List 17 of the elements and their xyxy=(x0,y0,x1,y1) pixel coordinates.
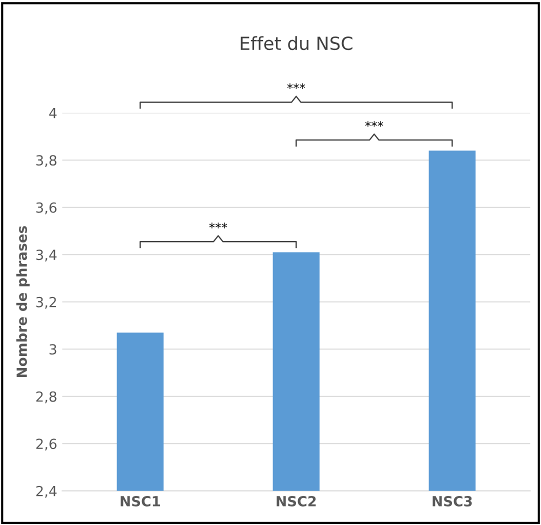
y-tick-label: 3,6 xyxy=(36,202,56,214)
chart-title: Effet du NSC xyxy=(240,36,352,50)
y-tick-label: 2,8 xyxy=(36,391,56,404)
y-axis-title: Nombre de phrases xyxy=(16,226,30,378)
y-tick-label: 4 xyxy=(49,108,57,118)
y-tick-label: 2,4 xyxy=(36,486,57,498)
y-tick-label: 3,4 xyxy=(36,250,57,262)
y-tick-label: 3 xyxy=(50,344,56,355)
x-tick-label: NSC2 xyxy=(276,496,316,506)
y-tick-label: 3,8 xyxy=(36,155,56,168)
annotation: *** xyxy=(365,121,384,127)
y-tick-label: 2,6 xyxy=(36,438,56,451)
annotation: *** xyxy=(209,222,228,228)
y-tick-label: 3,2 xyxy=(36,296,56,309)
x-tick-label: NSC1 xyxy=(120,496,160,506)
text: *** xyxy=(287,83,306,89)
x-tick-label: NSC3 xyxy=(432,496,472,506)
